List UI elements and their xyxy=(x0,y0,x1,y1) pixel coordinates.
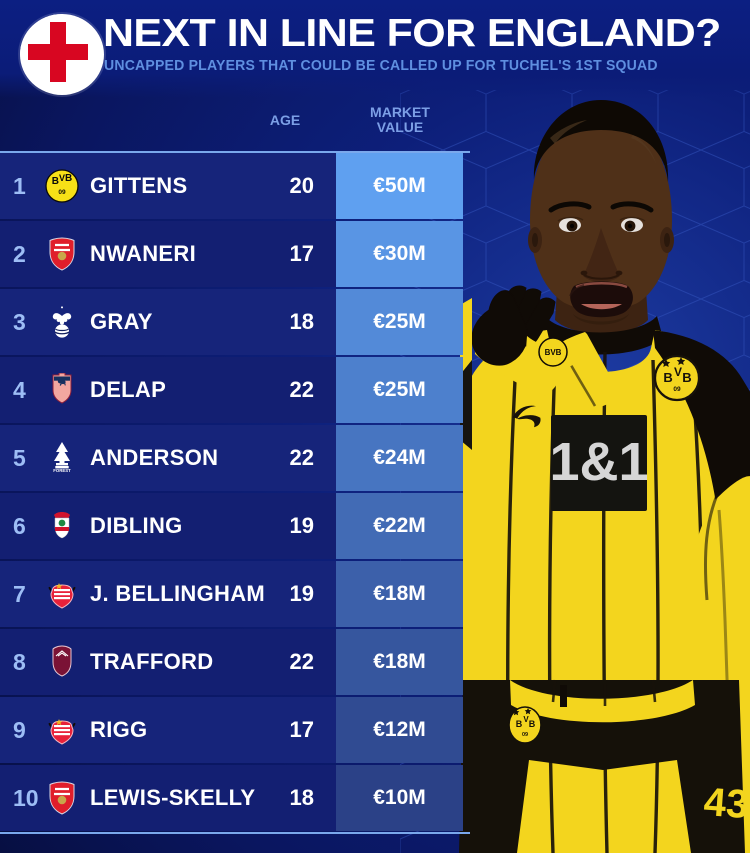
svg-text:43: 43 xyxy=(702,780,749,827)
svg-text:09: 09 xyxy=(522,732,528,738)
svg-text:09: 09 xyxy=(58,189,66,196)
svg-text:1&1: 1&1 xyxy=(549,432,648,492)
svg-text:BVB: BVB xyxy=(545,348,562,357)
svg-text:B: B xyxy=(529,719,536,729)
svg-text:B: B xyxy=(682,370,691,385)
svg-text:B: B xyxy=(516,719,523,729)
svg-text:V: V xyxy=(674,365,682,379)
svg-text:09: 09 xyxy=(673,386,681,393)
svg-text:B: B xyxy=(663,370,672,385)
svg-text:FOREST: FOREST xyxy=(53,468,71,473)
